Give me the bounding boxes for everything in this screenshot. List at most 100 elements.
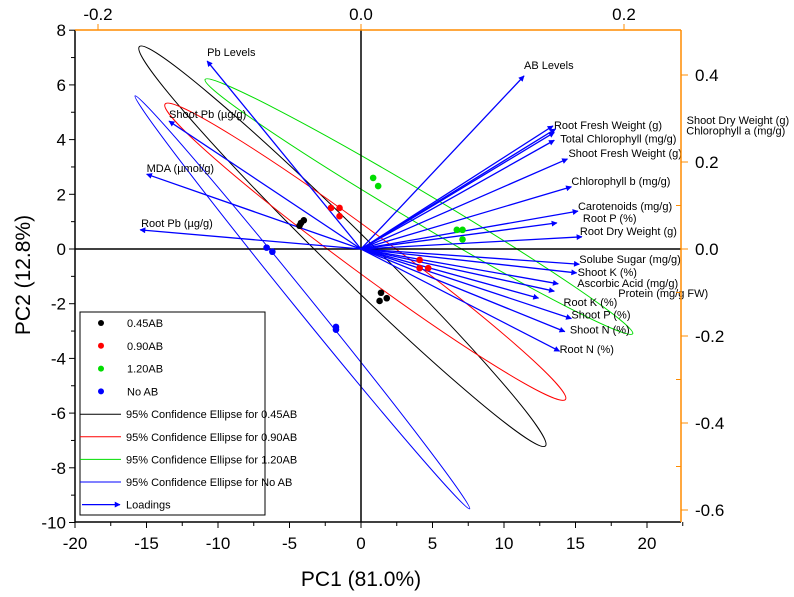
score-point bbox=[416, 256, 423, 264]
loading-label: Carotenoids (mg/g) bbox=[578, 201, 672, 213]
loading-arrow bbox=[360, 248, 566, 333]
right-tick-label: 0.2 bbox=[695, 153, 719, 172]
loading-label: Root Pb (µg/g) bbox=[141, 218, 213, 230]
confidence-ellipse-0-90AB bbox=[164, 102, 567, 401]
x-tick-label: 20 bbox=[638, 534, 657, 553]
loading-arrow bbox=[360, 234, 583, 250]
loading-arrow bbox=[168, 120, 362, 250]
loading-label: Root Dry Weight (g) bbox=[580, 226, 677, 238]
right-tick-label: 0.4 bbox=[695, 66, 719, 85]
loading-arrow bbox=[360, 131, 555, 250]
score-point bbox=[459, 236, 466, 243]
loading-label: Shoot Dry Weight (g) bbox=[687, 115, 790, 127]
loading-label: Total Chlorophyll (mg/g) bbox=[560, 133, 676, 145]
loading-label: Root P (%) bbox=[583, 213, 637, 225]
y-tick-label: -8 bbox=[51, 459, 66, 478]
loading-label: Solube Sugar (mg/g) bbox=[579, 254, 681, 266]
legend: 0.45AB 0.90AB 1.20AB No AB 95% Confidence El… bbox=[79, 311, 297, 516]
loading-arrow bbox=[139, 227, 362, 250]
top-tick-label: -0.2 bbox=[83, 5, 112, 24]
loading-label: Ascorbic Acid (mg/g) bbox=[577, 278, 678, 290]
y-tick-label: 8 bbox=[57, 21, 66, 40]
loading-label: Root Fresh Weight (g) bbox=[554, 120, 662, 132]
loading-label: Shoot Pb (µg/g) bbox=[169, 109, 246, 121]
top-tick-label: 0.0 bbox=[349, 5, 373, 24]
loading-label: Shoot N (%) bbox=[570, 325, 630, 337]
loading-label: MDA (µmol/g) bbox=[147, 163, 214, 175]
y-tick-label: 6 bbox=[57, 76, 66, 95]
loading-arrow bbox=[360, 209, 579, 250]
legend-marker bbox=[98, 388, 104, 395]
top-tick-label: 0.2 bbox=[612, 5, 636, 24]
legend-label: 95% Confidence Ellipse for No AB bbox=[126, 477, 292, 489]
x-tick-label: 10 bbox=[495, 534, 514, 553]
y-axis-label: PC2 (12.8%) bbox=[12, 215, 35, 335]
y-tick-label: -10 bbox=[41, 514, 66, 533]
loading-label: Protein (mg/g FW) bbox=[618, 288, 708, 300]
score-point bbox=[453, 226, 461, 234]
legend-box bbox=[79, 311, 266, 516]
x-tick-label: 5 bbox=[428, 534, 437, 553]
score-point bbox=[332, 326, 340, 333]
confidence-ellipses bbox=[134, 45, 634, 510]
loading-label: Shoot Fresh Weight (g) bbox=[568, 148, 682, 160]
y-tick-label: -6 bbox=[51, 404, 66, 423]
legend-label: 0.45AB bbox=[127, 318, 163, 330]
loading-label: AB Levels bbox=[524, 60, 574, 72]
loading-arrow bbox=[360, 185, 572, 250]
legend-marker bbox=[98, 320, 104, 326]
x-tick-label: 15 bbox=[566, 534, 585, 553]
loading-arrow bbox=[360, 248, 580, 267]
score-point bbox=[459, 226, 466, 234]
right-tick-label: -0.2 bbox=[695, 327, 724, 346]
loading-arrow bbox=[206, 60, 362, 250]
score-point bbox=[416, 264, 423, 272]
loading-arrow bbox=[360, 220, 558, 250]
score-point bbox=[424, 264, 432, 272]
score-point bbox=[369, 174, 377, 182]
y-tick-label: -4 bbox=[51, 349, 66, 368]
y-tick-label: 2 bbox=[57, 185, 66, 204]
legend-label: 95% Confidence Ellipse for 1.20AB bbox=[126, 454, 297, 466]
confidence-ellipse-0-45AB bbox=[138, 45, 547, 448]
score-points bbox=[263, 174, 466, 333]
legend-marker bbox=[98, 365, 104, 372]
loading-label: Shoot K (%) bbox=[578, 267, 637, 279]
legend-marker bbox=[98, 342, 104, 349]
y-tick-label: 4 bbox=[57, 131, 66, 150]
loading-label: Pb Levels bbox=[207, 47, 256, 59]
score-point bbox=[336, 212, 343, 220]
score-point bbox=[296, 222, 303, 230]
x-axis-label: PC1 (81.0%) bbox=[301, 568, 421, 591]
loading-label: Chlorophyll b (mg/g) bbox=[571, 176, 670, 188]
x-tick-label: -15 bbox=[134, 534, 159, 553]
score-point bbox=[336, 204, 343, 212]
score-point bbox=[269, 248, 276, 256]
loading-arrow bbox=[360, 125, 554, 250]
score-point bbox=[376, 297, 383, 305]
loading-arrow bbox=[360, 248, 559, 286]
confidence-ellipse-No-AB bbox=[134, 95, 471, 510]
legend-label: 1.20AB bbox=[127, 364, 163, 376]
right-tick-label: 0.0 bbox=[695, 240, 719, 259]
loading-arrow bbox=[146, 173, 362, 250]
loading-arrow bbox=[360, 139, 555, 250]
loading-arrow bbox=[360, 158, 568, 250]
legend-label: 95% Confidence Ellipse for 0.45AB bbox=[126, 409, 297, 421]
legend-label: 0.90AB bbox=[127, 341, 163, 353]
loading-arrow bbox=[360, 248, 578, 276]
score-point bbox=[263, 244, 270, 251]
confidence-ellipse-1-20AB bbox=[204, 78, 634, 335]
loading-arrow bbox=[360, 248, 555, 293]
legend-label: Loadings bbox=[126, 500, 171, 512]
loading-arrows: Pb Levels AB Levels Shoot Pb (µg/g) MDA (µm… bbox=[139, 47, 790, 356]
loading-label: Chlorophyll a (mg/g) bbox=[686, 125, 785, 137]
right-tick-label: -0.4 bbox=[695, 414, 724, 433]
x-tick-label: 0 bbox=[356, 534, 365, 553]
loading-arrow bbox=[360, 248, 572, 320]
score-point bbox=[377, 289, 385, 297]
score-point bbox=[300, 216, 308, 224]
y-tick-label: -2 bbox=[51, 295, 66, 314]
